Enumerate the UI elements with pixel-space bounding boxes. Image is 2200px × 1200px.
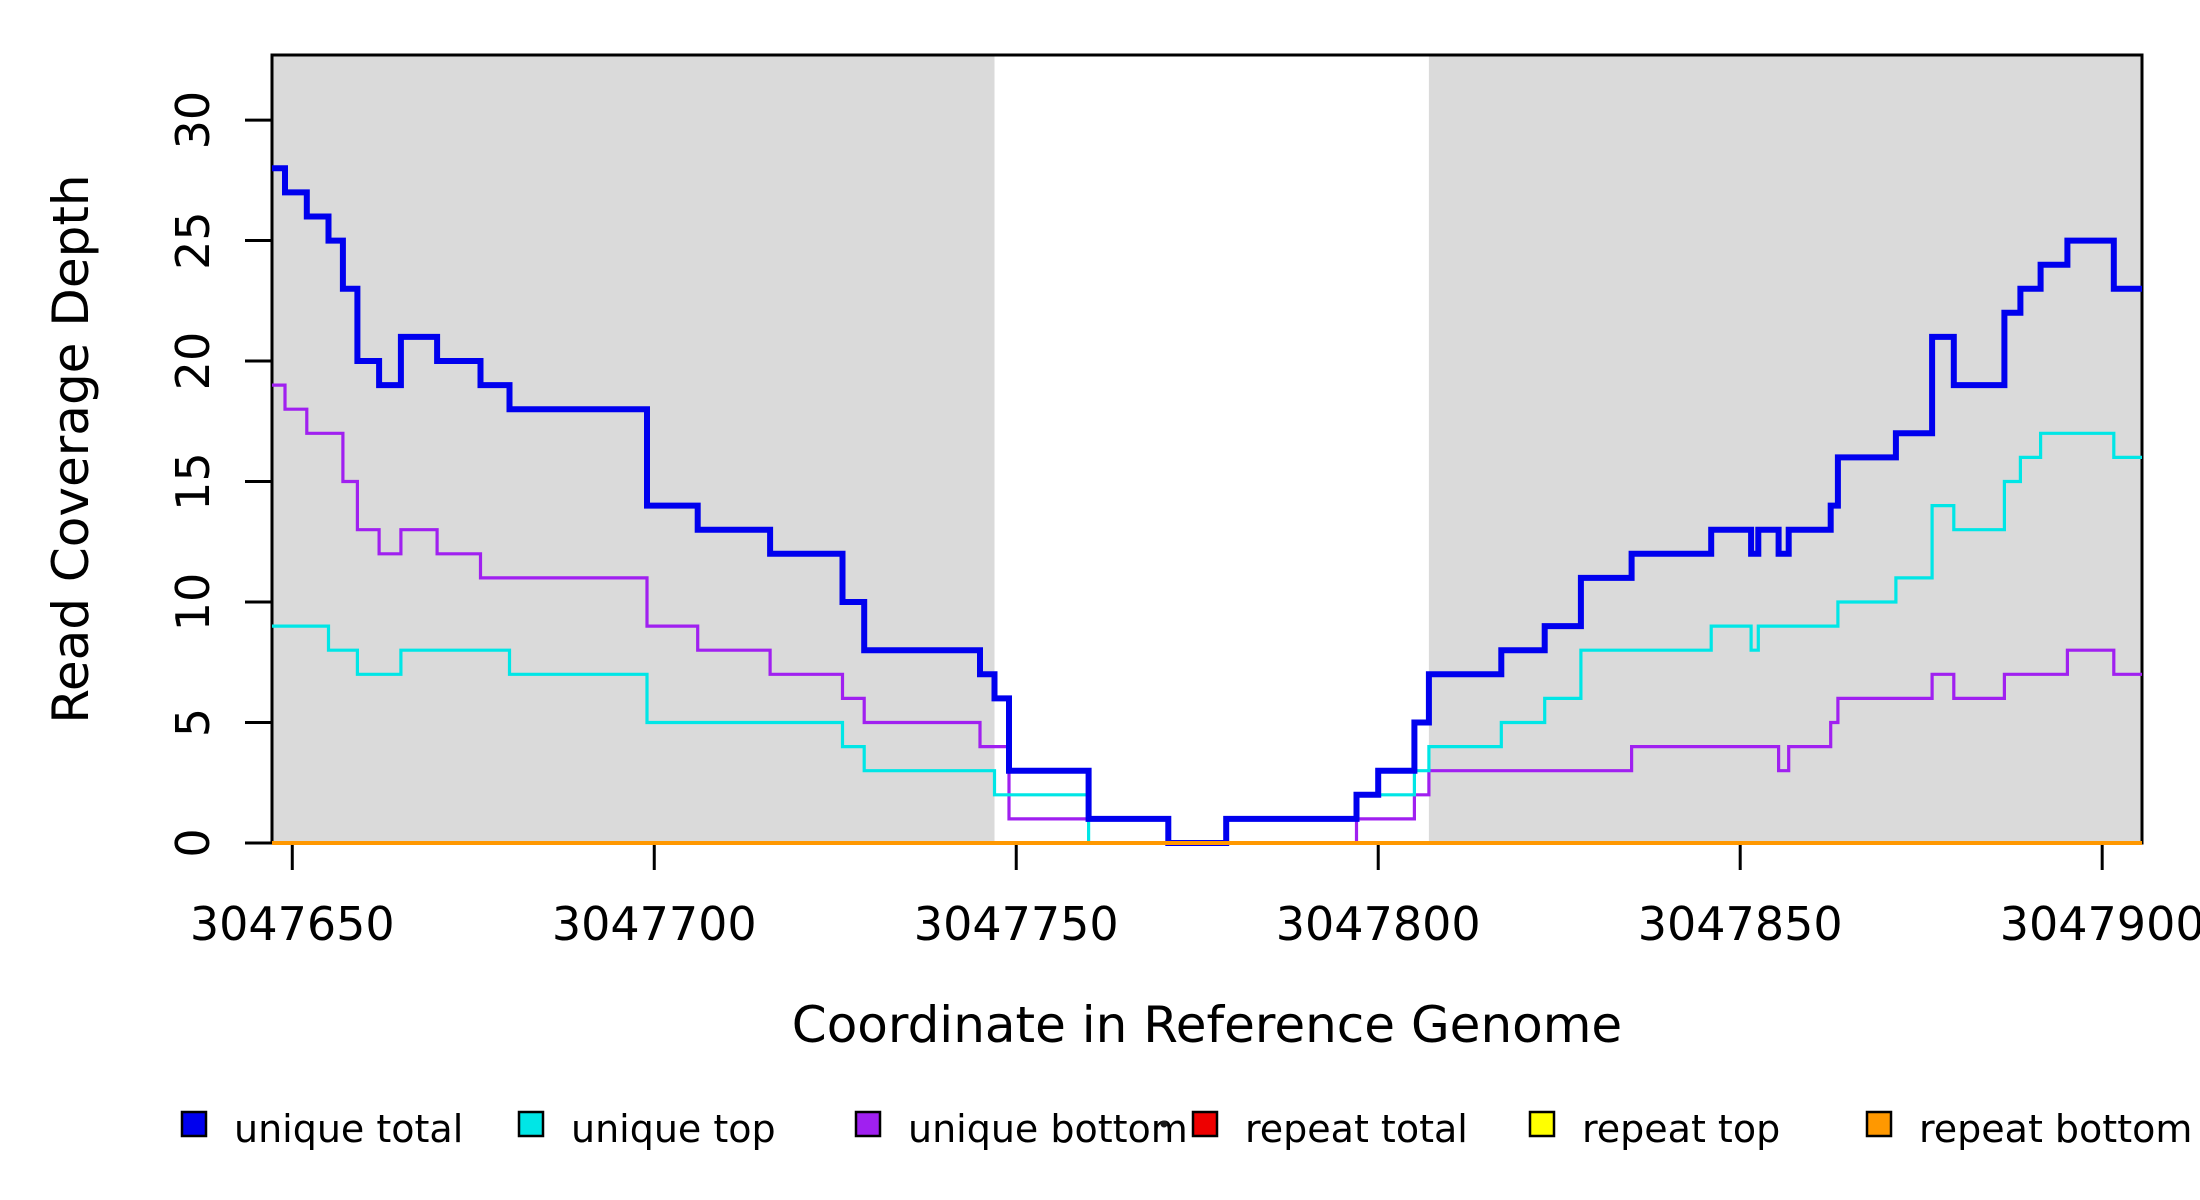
y-tick-label: 20 xyxy=(166,332,220,391)
series-layer xyxy=(272,165,2142,846)
legend-swatch-repeat-bottom xyxy=(1865,1110,1893,1138)
x-tick-label: 3047800 xyxy=(1276,897,1481,951)
legend-item-unique-total: unique total xyxy=(180,1107,463,1151)
y-tick-label: 25 xyxy=(166,211,220,270)
x-tick-label: 3047750 xyxy=(914,897,1119,951)
y-tick-label: 30 xyxy=(166,91,220,150)
legend-label: repeat bottom xyxy=(1919,1107,2192,1151)
x-tick-label: 3047900 xyxy=(2000,897,2200,951)
x-tick-label: 3047650 xyxy=(190,897,395,951)
shaded-region xyxy=(1428,55,2142,843)
legend-swatch-unique-top xyxy=(517,1110,545,1138)
legend-item-unique-bottom: unique bottom xyxy=(854,1107,1188,1151)
axes-layer: 3047650 3047700 3047750 3047800 3047850 30479… xyxy=(166,53,2200,951)
legend-swatch-repeat-total xyxy=(1191,1110,1219,1138)
legend-label: unique bottom xyxy=(908,1107,1188,1151)
legend-swatch-repeat-top xyxy=(1528,1110,1556,1138)
x-tick-label: 3047700 xyxy=(552,897,757,951)
legend: unique total unique top unique bottom repea… xyxy=(180,1107,2192,1151)
legend-swatch-unique-total xyxy=(180,1110,208,1138)
y-tick-label: 0 xyxy=(166,828,220,857)
y-tick-label: 5 xyxy=(166,708,220,737)
series-line-unique-top xyxy=(272,431,2142,845)
x-axis-title: Coordinate in Reference Genome xyxy=(792,996,1622,1054)
legend-item-repeat-total: repeat total xyxy=(1191,1107,1468,1151)
series-line-unique-bottom xyxy=(272,383,2142,845)
legend-swatch-unique-bottom xyxy=(854,1110,882,1138)
x-tick-label: 3047850 xyxy=(1638,897,1843,951)
legend-label: unique top xyxy=(571,1107,776,1151)
y-tick-label: 15 xyxy=(166,452,220,511)
shaded-regions-layer xyxy=(272,55,2142,843)
series-line-unique-total xyxy=(272,165,2142,846)
y-tick-label: 10 xyxy=(166,573,220,632)
legend-dot-artifact xyxy=(1160,1120,1168,1128)
shaded-region xyxy=(272,55,995,843)
y-axis-title: Read Coverage Depth xyxy=(42,174,100,723)
legend-label: repeat total xyxy=(1245,1107,1468,1151)
legend-item-unique-top: unique top xyxy=(517,1107,776,1151)
legend-item-repeat-bottom: repeat bottom xyxy=(1865,1107,2192,1151)
legend-label: unique total xyxy=(234,1107,463,1151)
legend-label: repeat top xyxy=(1582,1107,1780,1151)
legend-item-repeat-top: repeat top xyxy=(1528,1107,1780,1151)
